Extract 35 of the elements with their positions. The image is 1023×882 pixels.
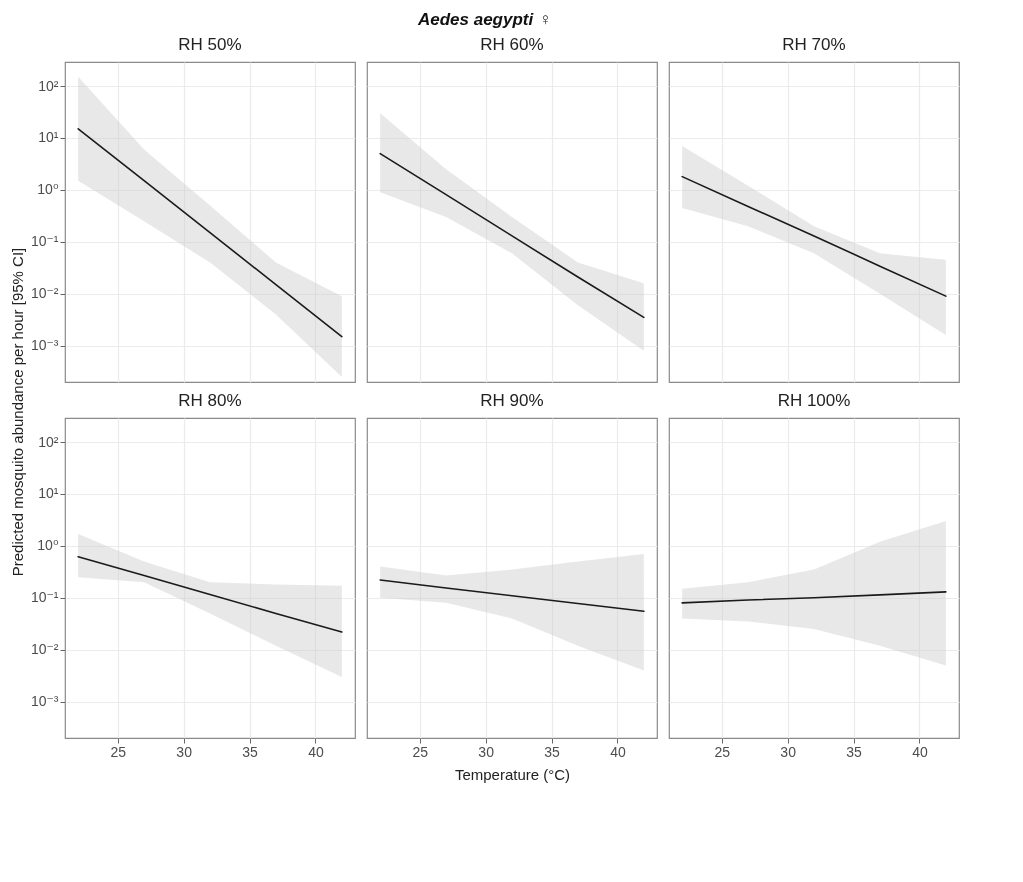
x-tick-label: 30 xyxy=(780,743,797,760)
y-tick-label: 10⁻³ xyxy=(30,337,59,354)
chart-title: RH 50% xyxy=(178,35,242,54)
chart-title: RH 90% xyxy=(480,391,544,410)
line-series xyxy=(77,555,343,633)
chart-title: RH 80% xyxy=(178,391,242,410)
y-tick-label: 10⁻¹ xyxy=(30,233,59,250)
x-tick-label: 35 xyxy=(846,743,863,760)
x-tick-label: 35 xyxy=(242,743,259,760)
x-tick-label: 30 xyxy=(176,743,193,760)
y-tick-label: 10⁻¹ xyxy=(30,589,59,606)
x-tick-label: 25 xyxy=(714,743,731,760)
x-tick-label: 35 xyxy=(544,743,561,760)
chart-title: RH 100% xyxy=(777,391,851,410)
chart-title: RH 70% xyxy=(782,35,846,54)
x-tick-label: 40 xyxy=(308,743,324,760)
x-tick-label: 40 xyxy=(912,743,928,760)
y-tick-label: 10⁰ xyxy=(37,537,59,554)
x-tick-label: 25 xyxy=(110,743,127,760)
y-tick-label: 10⁻² xyxy=(30,641,59,658)
y-tick-label: 10⁰ xyxy=(37,181,59,198)
y-tick-label: 10⁻² xyxy=(30,285,59,302)
y-tick-label: 10¹ xyxy=(38,129,59,146)
x-tick-label: 30 xyxy=(478,743,495,760)
y-tick-label: 10⁻³ xyxy=(30,693,59,710)
line-series xyxy=(77,128,343,338)
x-axis-title: Temperature (°C) xyxy=(454,765,571,783)
x-tick-label: 25 xyxy=(412,743,429,760)
text: Aedes aegypti ♀ xyxy=(416,10,551,30)
x-tick-label: 40 xyxy=(610,743,626,760)
y-tick-label: 10¹ xyxy=(38,485,59,502)
y-tick-label: 10² xyxy=(38,77,59,94)
chart-title: RH 60% xyxy=(480,35,544,54)
y-tick-label: 10² xyxy=(38,433,59,450)
y-axis-title: Predicted mosquito abundance per hour [95% CI] xyxy=(9,247,26,577)
